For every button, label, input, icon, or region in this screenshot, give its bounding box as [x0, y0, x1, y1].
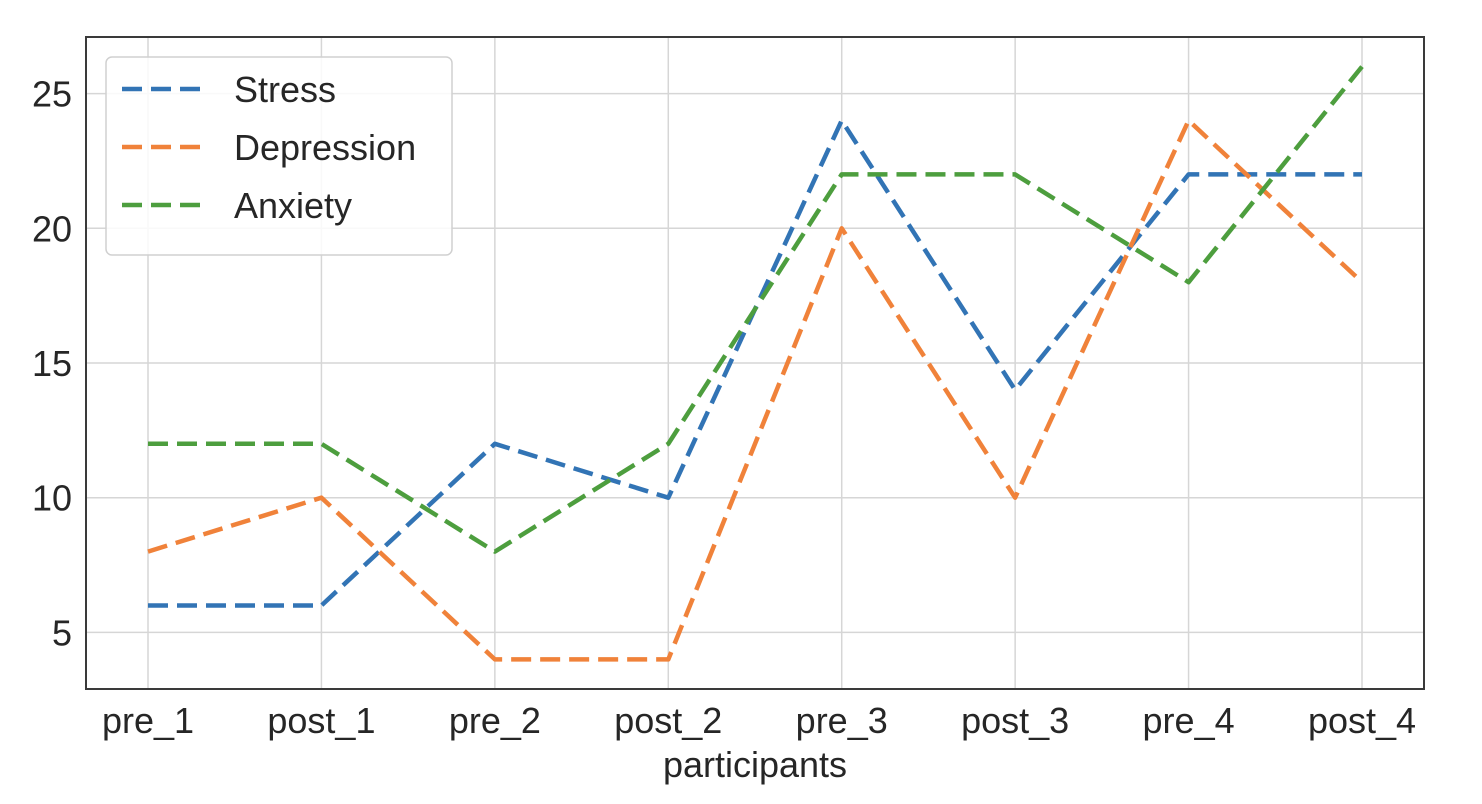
- series-line-anxiety: [148, 65, 1364, 554]
- x-axis-label: participants: [663, 744, 847, 785]
- y-tick-label: 20: [32, 208, 72, 249]
- y-tick-label: 25: [32, 74, 72, 115]
- legend-label-depression: Depression: [234, 127, 416, 168]
- y-tick-label: 10: [32, 478, 72, 519]
- x-axis-ticks: pre_1 post_1 pre_2 post_2 pre_3 post_3 pre_4 po…: [102, 700, 1416, 741]
- x-tick-label: post_1: [267, 700, 375, 741]
- x-tick-label: post_4: [1308, 700, 1416, 741]
- legend-label-anxiety: Anxiety: [234, 185, 352, 226]
- y-tick-label: 5: [52, 612, 72, 653]
- legend: Stress Depression Anxiety: [105, 56, 453, 256]
- x-tick-label: post_2: [614, 700, 722, 741]
- series-lines: [147, 65, 1364, 662]
- x-tick-label: pre_4: [1143, 700, 1235, 741]
- y-tick-label: 15: [32, 343, 72, 384]
- x-tick-label: post_3: [961, 700, 1069, 741]
- x-tick-label: pre_1: [102, 700, 194, 741]
- y-axis-ticks: 5 10 15 20 25: [32, 74, 72, 654]
- series-line-depression: [147, 118, 1364, 662]
- legend-label-stress: Stress: [234, 69, 336, 110]
- plot-frame: [85, 36, 1425, 690]
- x-tick-label: pre_3: [796, 700, 888, 741]
- x-tick-label: pre_2: [449, 700, 541, 741]
